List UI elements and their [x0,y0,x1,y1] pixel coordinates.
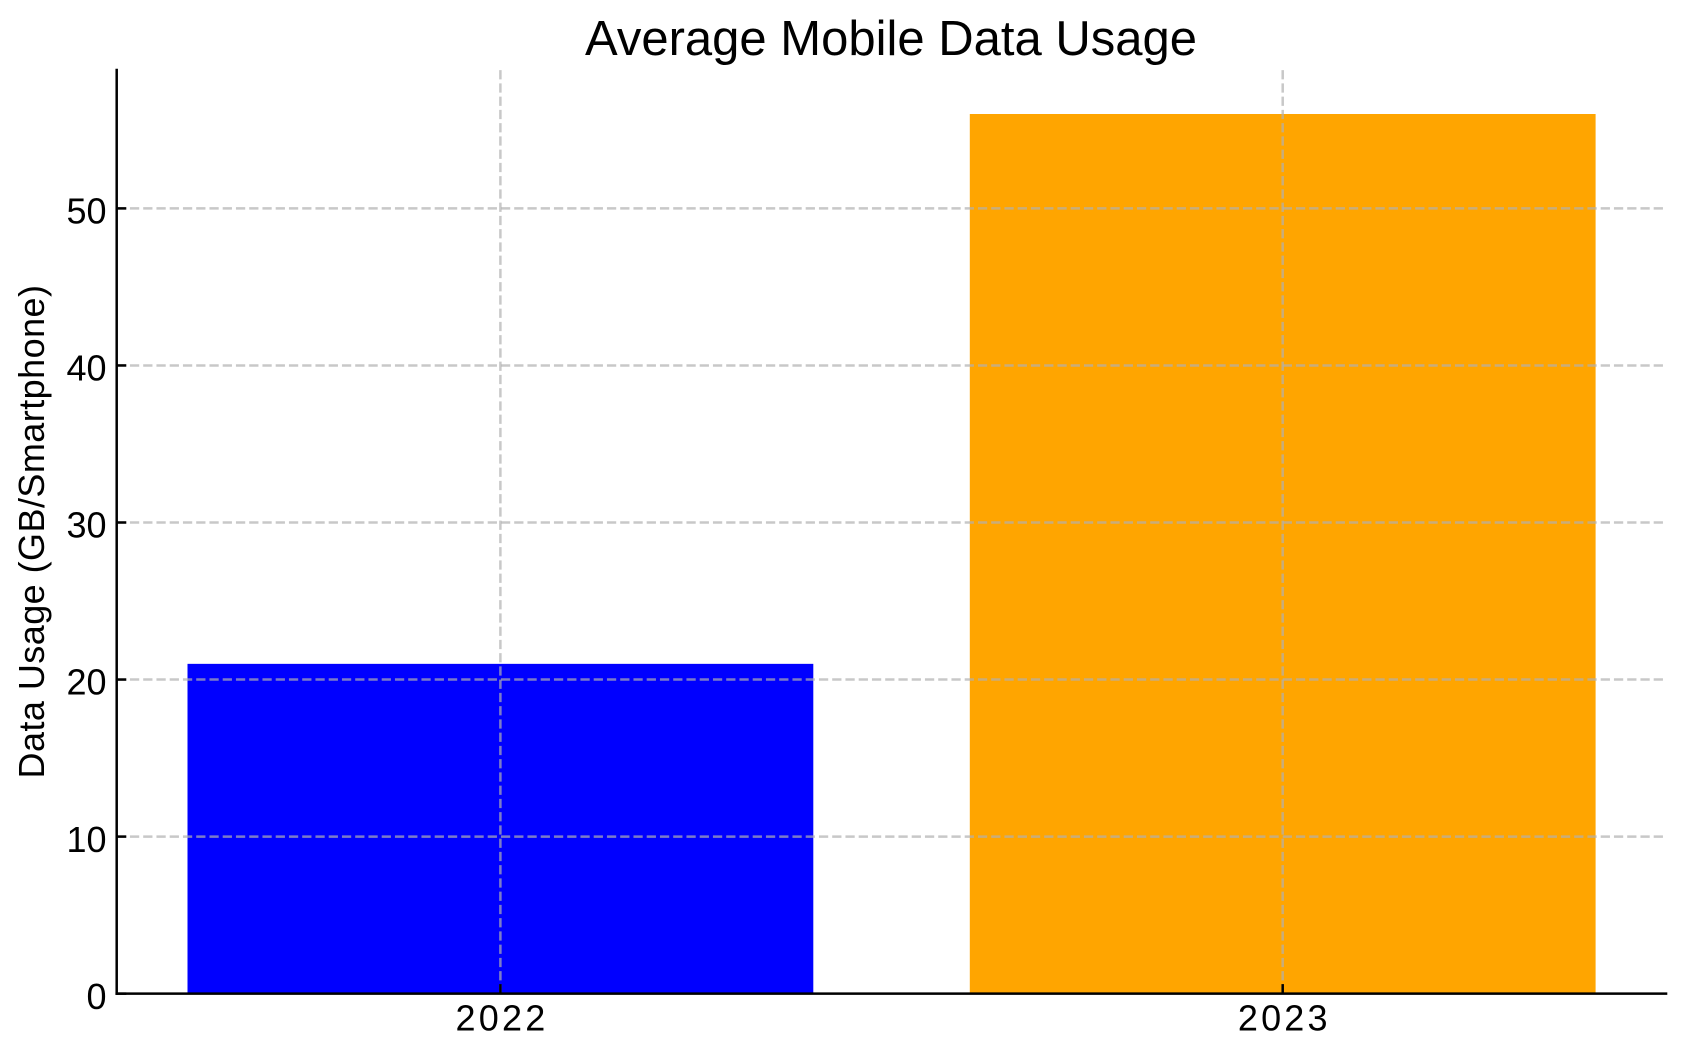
svg-text:0: 0 [86,976,106,1017]
svg-text:20: 20 [66,662,106,703]
svg-text:2022: 2022 [456,998,549,1039]
svg-text:30: 30 [66,505,106,546]
svg-text:50: 50 [66,191,106,232]
svg-text:40: 40 [66,348,106,389]
svg-text:Average Mobile Data Usage: Average Mobile Data Usage [585,12,1197,66]
svg-text:Data Usage (GB/Smartphone): Data Usage (GB/Smartphone) [11,285,52,779]
svg-text:2023: 2023 [1238,998,1331,1039]
svg-text:10: 10 [66,819,106,860]
